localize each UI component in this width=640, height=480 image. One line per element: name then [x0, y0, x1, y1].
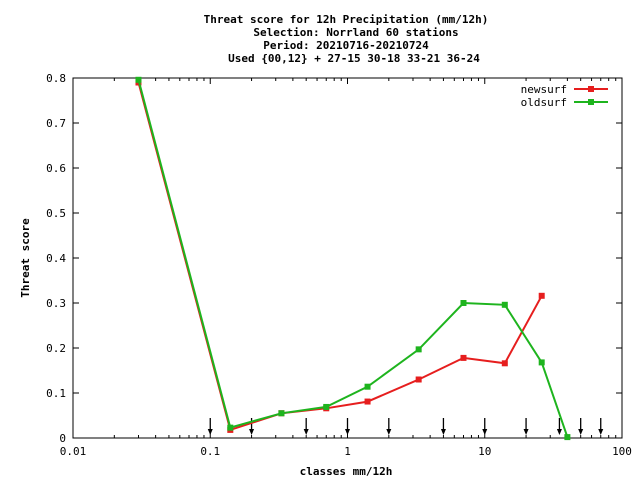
data-point-oldsurf	[278, 410, 285, 417]
y-tick-label: 0.4	[46, 252, 66, 265]
x-axis: 0.01 0.1 1 10 100	[60, 78, 632, 458]
x-tick-label: 0.01	[60, 445, 87, 458]
legend-label: oldsurf	[521, 96, 567, 109]
title-line: Used {00,12} + 27-15 30-18 33-21 36-24	[228, 52, 480, 65]
plot-frame	[72, 77, 623, 439]
x-axis-label: classes mm/12h	[300, 465, 393, 478]
data-point-newsurf	[364, 398, 371, 405]
data-point-newsurf	[538, 292, 545, 299]
class-arrow-head	[303, 429, 309, 435]
class-arrow-head	[249, 429, 255, 435]
chart-title: Threat score for 12h Precipitation (mm/1…	[204, 13, 489, 65]
x-tick-label: 0.1	[200, 445, 220, 458]
class-arrow-head	[556, 429, 562, 435]
data-point-oldsurf	[564, 434, 571, 441]
data-point-oldsurf	[227, 424, 234, 431]
data-point-oldsurf	[460, 300, 467, 306]
data-point-newsurf	[460, 354, 467, 361]
series-line-oldsurf	[137, 79, 569, 438]
y-axis: 0 0.1 0.2 0.3 0.4 0.5 0.6 0.7 0.8	[46, 72, 622, 445]
series-layer	[135, 76, 571, 441]
x-tick-label: 10	[478, 445, 491, 458]
y-tick-label: 0.8	[46, 72, 66, 85]
title-line: Threat score for 12h Precipitation (mm/1…	[204, 13, 489, 26]
y-tick-label: 0.6	[46, 162, 66, 175]
data-point-oldsurf	[415, 346, 422, 353]
data-point-oldsurf	[538, 359, 545, 366]
class-arrow-head	[386, 429, 392, 435]
legend-label: newsurf	[521, 83, 567, 96]
y-axis-label: Threat score	[19, 218, 32, 298]
legend-marker	[588, 99, 594, 105]
data-point-newsurf	[415, 376, 422, 383]
class-arrow-head	[440, 429, 446, 435]
series-line-newsurf	[137, 82, 543, 432]
y-tick-label: 0	[59, 432, 66, 445]
y-tick-label: 0.3	[46, 297, 66, 310]
class-arrow-head	[523, 429, 529, 435]
data-point-oldsurf	[501, 301, 508, 308]
data-point-newsurf	[501, 360, 508, 367]
data-point-oldsurf	[364, 383, 371, 390]
y-tick-label: 0.7	[46, 117, 66, 130]
data-point-oldsurf	[135, 76, 142, 83]
class-arrow-head	[482, 429, 488, 435]
legend-marker	[588, 86, 594, 92]
title-line: Selection: Norrland 60 stations	[253, 26, 458, 39]
y-tick-label: 0.1	[46, 387, 66, 400]
title-line: Period: 20210716-20210724	[263, 39, 429, 52]
x-tick-label: 1	[344, 445, 351, 458]
y-tick-label: 0.2	[46, 342, 66, 355]
class-arrow-head	[207, 429, 213, 435]
data-point-oldsurf	[323, 403, 330, 410]
class-arrow-head	[345, 429, 350, 435]
class-arrow-head	[598, 429, 604, 435]
y-tick-label: 0.5	[46, 207, 66, 220]
class-arrows	[207, 418, 604, 435]
class-arrow-head	[578, 429, 584, 435]
x-tick-label: 100	[612, 445, 632, 458]
